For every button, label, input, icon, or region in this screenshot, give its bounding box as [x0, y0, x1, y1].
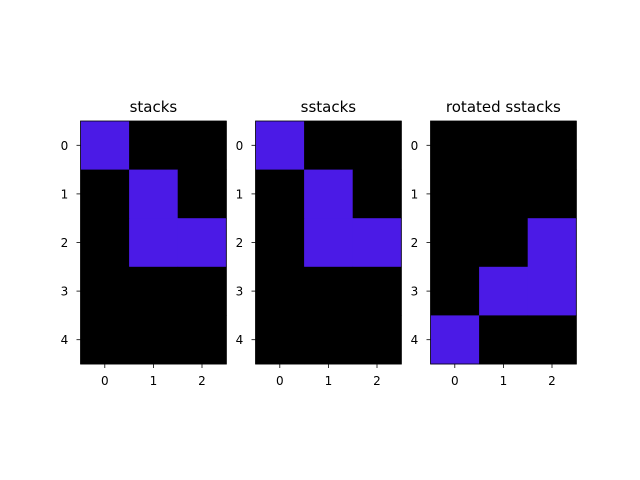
cell-r0-c2-empty — [352, 121, 402, 170]
cell-r2-c0-empty — [80, 218, 130, 268]
y-tick-label: 4 — [236, 333, 244, 347]
cell-r4-c0-empty — [255, 315, 305, 365]
panel-stacks: stacks 0 1 2 0 1 2 3 4 — [61, 98, 227, 388]
cell-r2-c1-empty — [479, 218, 529, 268]
cell-r4-c2-empty — [527, 315, 577, 365]
x-tick-label: 1 — [150, 374, 158, 388]
cell-r0-c0-filled — [80, 121, 130, 170]
cell-r0-c0-filled — [255, 121, 305, 170]
cell-r2-c2-filled — [177, 218, 227, 268]
cell-r3-c2-empty — [352, 266, 402, 316]
y-tick-label: 4 — [61, 333, 69, 347]
y-tick-label: 2 — [61, 236, 69, 250]
cell-r2-c2-filled — [352, 218, 402, 268]
y-tick-label: 0 — [61, 139, 69, 153]
cell-r1-c2-empty — [177, 169, 227, 219]
cell-r2-c1-filled — [304, 218, 354, 268]
cell-r0-c1-empty — [304, 121, 354, 170]
y-tick-label: 1 — [411, 187, 419, 201]
cell-r2-c0-empty — [430, 218, 480, 268]
cell-r4-c2-empty — [352, 315, 402, 365]
cell-r4-c1-empty — [304, 315, 354, 365]
cell-r3-c2-filled — [527, 266, 577, 316]
cell-r0-c0-empty — [430, 121, 480, 170]
cell-r0-c2-empty — [177, 121, 227, 170]
cell-r1-c1-filled — [304, 169, 354, 219]
cell-r4-c0-filled — [430, 315, 480, 365]
cell-r3-c2-empty — [177, 266, 227, 316]
x-tick-label: 1 — [325, 374, 333, 388]
x-tick-label: 2 — [198, 374, 206, 388]
x-tick-label: 2 — [373, 374, 381, 388]
y-tick-label: 0 — [236, 139, 244, 153]
x-tick-label: 1 — [500, 374, 508, 388]
cell-r1-c2-empty — [527, 169, 577, 219]
panel-title: sstacks — [301, 98, 357, 116]
cell-r1-c0-empty — [430, 169, 480, 219]
y-tick-label: 2 — [236, 236, 244, 250]
cell-r2-c1-filled — [129, 218, 179, 268]
cell-r1-c1-empty — [479, 169, 529, 219]
panel-title: rotated sstacks — [446, 98, 561, 116]
cell-r4-c1-empty — [129, 315, 179, 365]
y-tick-label: 3 — [236, 285, 244, 299]
y-tick-label: 4 — [411, 333, 419, 347]
cell-r3-c1-empty — [304, 266, 354, 316]
cell-r4-c2-empty — [177, 315, 227, 365]
panel-sstacks: sstacks 0 1 2 0 1 2 3 4 — [236, 98, 402, 388]
cell-r2-c0-empty — [255, 218, 305, 268]
y-tick-label: 0 — [411, 139, 419, 153]
y-tick-label: 1 — [236, 187, 244, 201]
x-tick-label: 0 — [101, 374, 109, 388]
cell-r3-c0-empty — [80, 266, 130, 316]
cell-r4-c0-empty — [80, 315, 130, 365]
cell-r2-c2-filled — [527, 218, 577, 268]
x-tick-label: 0 — [276, 374, 284, 388]
cell-r3-c1-filled — [479, 266, 529, 316]
cell-r0-c2-empty — [527, 121, 577, 170]
y-tick-label: 3 — [61, 285, 69, 299]
cell-r4-c1-empty — [479, 315, 529, 365]
cell-r1-c1-filled — [129, 169, 179, 219]
cell-r0-c1-empty — [129, 121, 179, 170]
y-tick-label: 2 — [411, 236, 419, 250]
cell-r0-c1-empty — [479, 121, 529, 170]
y-tick-label: 3 — [411, 285, 419, 299]
x-tick-label: 0 — [451, 374, 459, 388]
cell-r3-c0-empty — [255, 266, 305, 316]
cell-r3-c0-empty — [430, 266, 480, 316]
cell-r1-c2-empty — [352, 169, 402, 219]
cell-r1-c0-empty — [255, 169, 305, 219]
cell-r1-c0-empty — [80, 169, 130, 219]
panel-rotated-sstacks: rotated sstacks 0 1 2 0 1 2 3 4 — [411, 98, 577, 388]
x-tick-label: 2 — [548, 374, 556, 388]
cell-r3-c1-empty — [129, 266, 179, 316]
y-tick-label: 1 — [61, 187, 69, 201]
panel-title: stacks — [130, 98, 178, 116]
